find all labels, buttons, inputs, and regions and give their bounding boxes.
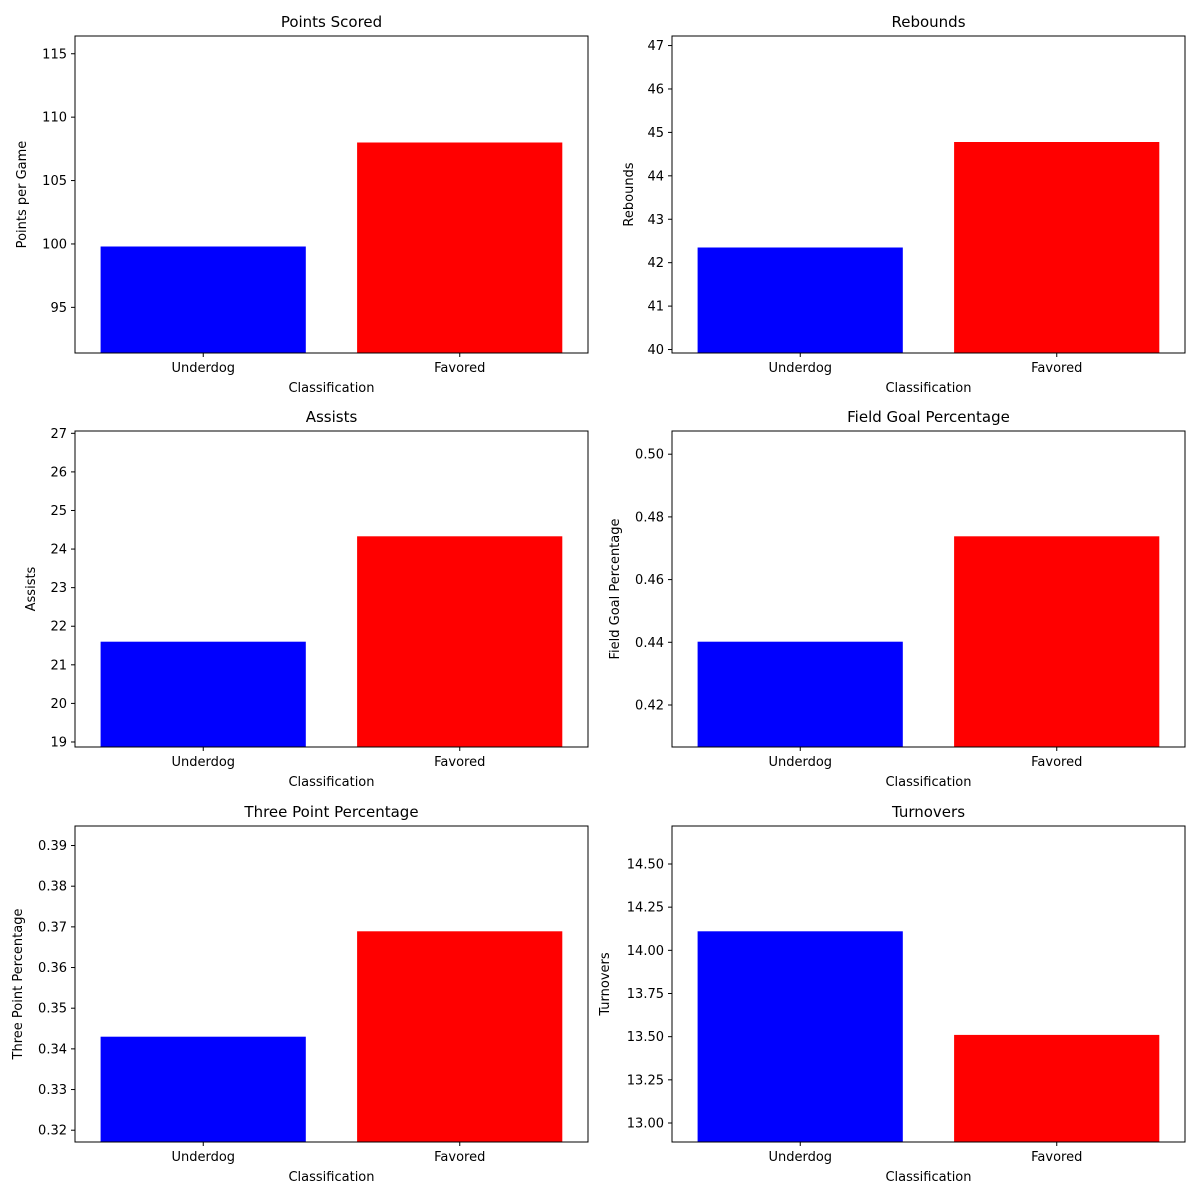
y-tick-label: 0.35 — [38, 1002, 67, 1017]
y-axis-label: Field Goal Percentage — [608, 518, 623, 659]
y-tick-label: 0.32 — [38, 1124, 67, 1139]
x-tick-label: Favored — [1031, 1150, 1082, 1165]
y-tick-label: 115 — [42, 47, 67, 62]
y-tick-label: 0.37 — [38, 920, 67, 935]
y-tick-label: 13.75 — [627, 987, 664, 1002]
bar-favored — [954, 142, 1160, 353]
x-tick-label: Favored — [434, 755, 485, 770]
bar-underdog — [697, 931, 903, 1142]
y-tick-label: 105 — [42, 174, 67, 189]
bar-underdog — [100, 641, 306, 747]
y-tick-label: 44 — [647, 169, 664, 184]
x-axis-label: Classification — [288, 1170, 374, 1185]
bar-favored — [954, 536, 1160, 747]
y-axis-label: Turnovers — [598, 952, 613, 1017]
x-tick-label: Underdog — [768, 1150, 832, 1165]
x-tick-label: Favored — [434, 361, 485, 376]
x-axis-label: Classification — [288, 381, 374, 396]
bar-underdog — [697, 641, 903, 747]
chart-panel: 0.32 0.33 0.34 0.35 0.36 0.37 0.38 0.39 Underdog… — [11, 803, 589, 1185]
y-tick-label: 22 — [50, 620, 67, 635]
y-tick-label: 0.34 — [38, 1042, 67, 1057]
x-tick-label: Underdog — [768, 361, 832, 376]
x-axis-label: Classification — [885, 1170, 971, 1185]
y-tick-label: 100 — [42, 237, 67, 252]
chart-panel: 13.00 13.25 13.50 13.75 14.00 14.25 14.50 Under… — [598, 803, 1186, 1185]
y-tick-label: 95 — [50, 301, 67, 316]
y-tick-label: 40 — [647, 343, 664, 358]
y-tick-label: 14.00 — [627, 944, 664, 959]
x-tick-label: Underdog — [171, 1150, 235, 1165]
x-tick-label: Underdog — [171, 755, 235, 770]
y-tick-label: 0.44 — [635, 636, 664, 651]
y-tick-label: 0.46 — [635, 573, 664, 588]
chart-panel: 19 20 21 22 23 24 25 26 27 Underdog Favored Assists… — [24, 408, 589, 790]
axes-frame — [671, 430, 1186, 748]
y-axis-label: Points per Game — [15, 141, 30, 249]
y-tick-label: 0.36 — [38, 961, 67, 976]
y-tick-label: 19 — [50, 735, 67, 750]
x-axis-label: Classification — [885, 381, 971, 396]
x-tick-label: Favored — [434, 1150, 485, 1165]
chart-panel: 95 100 105 110 115 Underdog Favored Points Scor… — [15, 13, 589, 396]
bar-underdog — [697, 247, 903, 353]
axes-frame — [671, 825, 1186, 1143]
y-tick-label: 46 — [647, 82, 664, 97]
y-axis-label: Three Point Percentage — [11, 909, 26, 1061]
chart-panel: 40 41 42 43 44 45 46 47 Underdog Favored Rebounds C… — [622, 13, 1186, 396]
y-tick-label: 14.50 — [627, 857, 664, 872]
axes-frame — [74, 825, 589, 1143]
bar-underdog — [100, 1036, 306, 1142]
y-tick-label: 42 — [647, 256, 664, 271]
bar-underdog — [100, 246, 306, 353]
chart-title: Field Goal Percentage — [847, 408, 1010, 426]
y-tick-label: 20 — [50, 697, 67, 712]
y-tick-label: 21 — [50, 658, 67, 673]
y-axis-label: Rebounds — [622, 162, 637, 226]
y-tick-label: 0.50 — [635, 448, 664, 463]
x-tick-label: Favored — [1031, 361, 1082, 376]
axes-frame — [74, 35, 589, 354]
y-tick-label: 0.42 — [635, 698, 664, 713]
y-tick-label: 14.25 — [627, 901, 664, 916]
x-tick-label: Underdog — [171, 361, 235, 376]
y-tick-label: 41 — [647, 300, 664, 315]
chart-title: Points Scored — [281, 13, 382, 31]
chart-title: Turnovers — [891, 803, 965, 821]
y-tick-label: 23 — [50, 581, 67, 596]
chart-title: Assists — [306, 408, 358, 426]
bar-favored — [357, 931, 563, 1142]
y-tick-label: 45 — [647, 126, 664, 141]
y-tick-label: 13.25 — [627, 1073, 664, 1088]
x-axis-label: Classification — [885, 775, 971, 790]
x-axis-label: Classification — [288, 775, 374, 790]
y-tick-label: 0.38 — [38, 880, 67, 895]
axes-frame — [671, 35, 1186, 354]
chart-panel: 0.42 0.44 0.46 0.48 0.50 Underdog Favored Field… — [608, 408, 1186, 790]
bar-favored — [357, 142, 563, 353]
bar-favored — [954, 1034, 1160, 1142]
y-tick-label: 25 — [50, 504, 67, 519]
bar-favored — [357, 536, 563, 747]
chart-title: Three Point Percentage — [243, 803, 418, 821]
y-tick-label: 13.00 — [627, 1117, 664, 1132]
y-axis-label: Assists — [24, 566, 39, 611]
x-tick-label: Underdog — [768, 755, 832, 770]
y-tick-label: 43 — [647, 213, 664, 228]
y-tick-label: 0.33 — [38, 1083, 67, 1098]
chart-title: Rebounds — [891, 13, 965, 31]
axes-frame — [74, 430, 589, 748]
x-tick-label: Favored — [1031, 755, 1082, 770]
y-tick-label: 24 — [50, 543, 67, 558]
y-tick-label: 110 — [42, 111, 67, 126]
y-tick-label: 26 — [50, 465, 67, 480]
y-tick-label: 13.50 — [627, 1030, 664, 1045]
y-tick-label: 0.39 — [38, 839, 67, 854]
y-tick-label: 27 — [50, 427, 67, 442]
y-tick-label: 47 — [647, 39, 664, 54]
y-tick-label: 0.48 — [635, 510, 664, 525]
